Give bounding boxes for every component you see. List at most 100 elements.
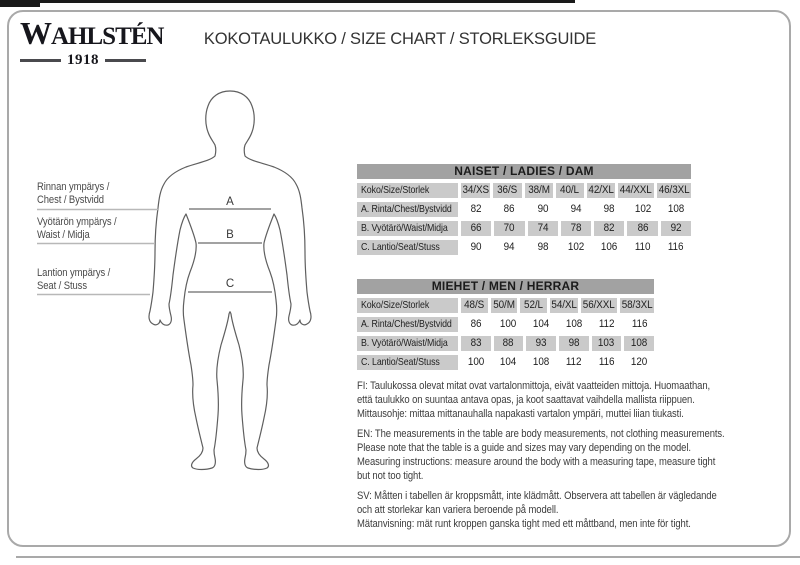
- measurement-value-cell: 98: [528, 240, 558, 255]
- size-header-cell-text: 34/XS: [462, 184, 489, 196]
- size-header-cell: 38/M: [524, 183, 553, 198]
- measurement-value-cell-text: 103: [598, 337, 615, 349]
- logo-dash-right: [105, 59, 146, 62]
- measurement-value-cell-text: 82: [470, 203, 482, 215]
- measurement-value-cell: 116: [624, 317, 654, 332]
- measurement-value-cell-text: 112: [598, 318, 615, 330]
- measurement-value-cell: 94: [494, 240, 524, 255]
- top-scan-bar-edge: [0, 0, 40, 7]
- measurement-value-cell-text: 98: [537, 241, 549, 253]
- size-header-cell: 44/XXL: [618, 183, 654, 198]
- size-header-cell-text: 58/3XL: [621, 299, 653, 311]
- size-header-cell: 50/M: [490, 298, 518, 313]
- chest-measure-label-text: Rinnan ympärys / Chest / Bystvidd: [37, 181, 110, 206]
- measurement-value-cell-text: 116: [668, 241, 684, 253]
- size-header-cell-text: 40/L: [560, 184, 580, 196]
- measurement-label-cell: C. Lantio/Seat/Stuss: [357, 240, 458, 255]
- measurement-label-cell: B. Vyötärö/Waist/Midja: [357, 221, 458, 236]
- size-header-cell: 54/XL: [550, 298, 579, 313]
- measurement-value-cell-text: 86: [470, 318, 482, 330]
- measurement-value-cell: 74: [527, 221, 558, 236]
- measurement-value-cell: 120: [624, 355, 654, 370]
- measurement-value-cell-text: 100: [467, 356, 484, 368]
- measurement-label-cell-text: B. Vyötärö/Waist/Midja: [361, 222, 448, 234]
- measurement-value-cell: 86: [627, 221, 658, 236]
- measurement-value-cell: 86: [461, 317, 491, 332]
- waist-measure-label-text: Vyötärön ympärys / Waist / Midja: [37, 216, 117, 241]
- measurement-value-cell: 82: [461, 202, 491, 217]
- measurement-label-cell-text: B. Vyötärö/Waist/Midja: [361, 337, 448, 349]
- measurement-row: B. Vyötärö/Waist/Midja 83 88 93 98 103 108: [357, 336, 655, 351]
- measurement-value-cell-text: 102: [634, 203, 651, 215]
- size-header-label-cell-text: Koko/Size/Storlek: [361, 299, 430, 311]
- measurement-value-cell-text: 92: [670, 222, 682, 234]
- measurement-value-cell: 102: [627, 202, 657, 217]
- measurement-value-cell-text: 112: [566, 356, 582, 368]
- measurement-value-cell: 78: [560, 221, 592, 236]
- measurement-value-cell: 102: [561, 240, 591, 255]
- men-table-title: MIEHET / MEN / HERRAR: [357, 279, 654, 294]
- size-header-label-cell-text: Koko/Size/Storlek: [361, 184, 430, 196]
- measurement-value-cell-text: 66: [470, 222, 482, 234]
- measurement-value-cell: 116: [661, 240, 691, 255]
- size-header-cell: 58/3XL: [619, 298, 655, 313]
- measurement-value-cell: 70: [494, 221, 525, 236]
- measurement-value-cell-text: 93: [535, 337, 547, 349]
- measurement-value-cell-text: 104: [500, 356, 517, 368]
- measurement-value-cell: 93: [526, 336, 557, 351]
- measurement-value-cell: 104: [526, 317, 556, 332]
- measurement-value-cell-text: 120: [631, 356, 648, 368]
- seat-measure-label-text: Lantion ympärys / Seat / Stuss: [37, 267, 111, 292]
- size-header-cell: 56/XXL: [581, 298, 617, 313]
- measurement-value-cell-text: 78: [570, 222, 582, 234]
- wahlsten-logo: WAHLSTÉN 1918: [20, 15, 164, 69]
- measurement-value-cell: 110: [627, 240, 657, 255]
- size-header-cell-text: 36/S: [497, 184, 518, 196]
- measurement-value-cell-text: 90: [470, 241, 482, 253]
- measurement-value-cell: 104: [494, 355, 524, 370]
- measurement-row: C. Lantio/Seat/Stuss 90 94 98 102 106 110 116: [357, 240, 691, 255]
- measurement-value-cell-text: 94: [503, 241, 515, 253]
- size-header-cell: 48/S: [461, 298, 488, 313]
- measurement-value-cell: 92: [660, 221, 691, 236]
- measurement-label-cell-text: C. Lantio/Seat/Stuss: [361, 356, 440, 368]
- measurement-value-cell-text: 110: [634, 241, 651, 253]
- measurement-row: A. Rinta/Chest/Bystvidd 86 100 104 108 112 116: [357, 317, 654, 332]
- measurement-value-cell-text: 86: [503, 203, 515, 215]
- measurement-value-cell-text: 100: [500, 318, 517, 330]
- logo-year-row: 1918: [20, 52, 146, 69]
- measurement-value-cell-text: 108: [667, 203, 684, 215]
- size-header-cell: 34/XS: [461, 183, 491, 198]
- measurement-row: A. Rinta/Chest/Bystvidd 82 86 90 94 98 102 108: [357, 202, 691, 217]
- measurement-value-cell-text: 98: [603, 203, 615, 215]
- measurement-value-cell: 66: [461, 221, 492, 236]
- measurement-label-cell-text: A. Rinta/Chest/Bystvidd: [361, 318, 452, 330]
- size-header-cell: 36/S: [493, 183, 522, 198]
- size-header-cell-text: 56/XXL: [583, 299, 615, 311]
- measurement-label-cell-text: C. Lantio/Seat/Stuss: [361, 241, 440, 253]
- measurement-value-cell-text: 106: [601, 241, 618, 253]
- logo-wordmark: WAHLSTÉN: [20, 15, 164, 51]
- size-header-cell: 40/L: [555, 183, 584, 198]
- measurement-value-cell-text: 116: [631, 318, 647, 330]
- measurement-value-cell: 108: [624, 336, 655, 351]
- size-header-cell-text: 48/S: [464, 299, 485, 311]
- top-scan-bar: [0, 0, 575, 3]
- measurement-value-cell: 108: [559, 317, 589, 332]
- waist-measure-label: Vyötärön ympärys / Waist / Midja: [37, 216, 130, 242]
- measurement-value-cell: 108: [661, 202, 691, 217]
- measurement-value-cell-text: 98: [568, 337, 580, 349]
- size-header-cell-text: 46/3XL: [658, 184, 690, 196]
- size-header-cell-text: 44/XXL: [620, 184, 652, 196]
- page-frame: [7, 10, 791, 547]
- logo-year: 1918: [67, 52, 99, 68]
- measurement-value-cell: 88: [493, 336, 524, 351]
- measurement-value-cell-text: 83: [470, 337, 482, 349]
- measurement-value-cell: 100: [461, 355, 491, 370]
- measurement-value-cell: 112: [592, 317, 622, 332]
- measurement-value-cell-text: 94: [570, 203, 582, 215]
- measurement-value-cell-text: 88: [503, 337, 514, 349]
- measurement-value-cell-text: 86: [637, 222, 648, 234]
- men-size-table: MIEHET / MEN / HERRAR Koko/Size/Storlek 4…: [357, 279, 655, 370]
